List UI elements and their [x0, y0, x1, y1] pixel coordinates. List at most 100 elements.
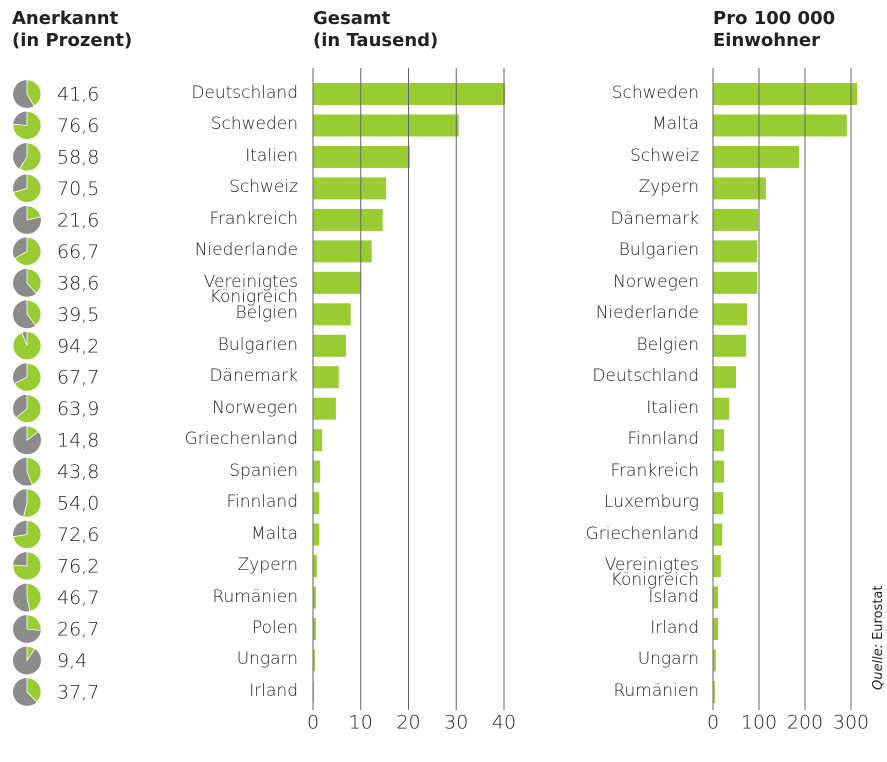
bar: [713, 397, 730, 420]
category-label: Zypern: [237, 555, 298, 576]
category-label: Zypern: [638, 177, 699, 198]
value-label: 76,2: [57, 556, 99, 578]
value-label: 14,8: [57, 430, 99, 452]
category-label: Griechenland: [585, 523, 699, 544]
pie-slice: [13, 174, 42, 203]
pie-slice: [12, 331, 42, 361]
value-label: 54,0: [57, 493, 99, 515]
category-label: Bulgarien: [217, 334, 298, 355]
value-label: 38,6: [57, 272, 99, 294]
pie-slice: [19, 142, 42, 172]
bar: [713, 429, 725, 452]
category-label: Schweden: [210, 114, 298, 135]
bar: [713, 208, 759, 231]
value-label: 26,7: [57, 618, 99, 640]
bar: [713, 303, 748, 326]
bar: [313, 303, 351, 326]
category-label: Deutschland: [191, 83, 298, 103]
category-label: Belgien: [235, 303, 298, 324]
category-label: Deutschland: [592, 366, 699, 387]
value-label: 58,8: [57, 146, 99, 168]
bar: [713, 492, 724, 515]
pie-slice: [26, 677, 42, 703]
chart-title: Einwohner: [713, 30, 820, 51]
category-label: Bulgarien: [618, 240, 699, 261]
bar: [713, 177, 766, 200]
pie-slice: [26, 425, 39, 441]
category-label: Island: [648, 586, 699, 607]
chart-title: (in Prozent): [12, 30, 133, 51]
value-label: 76,6: [57, 115, 99, 137]
chart-title: Gesamt: [313, 8, 391, 29]
category-label: Rumänien: [212, 586, 298, 607]
value-label: 72,6: [57, 524, 99, 546]
category-label: Polen: [251, 617, 298, 638]
value-label: 39,5: [57, 304, 99, 326]
value-label: 41,6: [57, 84, 99, 106]
x-tick-label: 0: [307, 712, 319, 734]
bar: [713, 334, 747, 357]
value-label: 37,7: [57, 681, 99, 703]
value-label: 63,9: [57, 398, 99, 420]
category-label: Italien: [646, 397, 699, 418]
value-label: 46,7: [57, 587, 99, 609]
bar: [713, 366, 736, 389]
bar: [313, 460, 321, 483]
bar: [313, 586, 316, 609]
bar: [713, 523, 723, 546]
category-label: Niederlande: [194, 240, 298, 261]
bar: [313, 114, 459, 137]
value-label: 9,4: [57, 650, 87, 672]
value-label: 67,7: [57, 367, 99, 389]
bar: [713, 460, 725, 483]
bar: [313, 617, 316, 640]
bar: [713, 145, 800, 168]
bar: [313, 429, 323, 452]
x-tick-label: 0: [707, 712, 719, 734]
x-tick-label: 200: [787, 712, 823, 734]
category-label: Malta: [251, 523, 298, 544]
bar: [313, 271, 361, 294]
pie-slice: [26, 614, 42, 631]
value-label: 43,8: [57, 461, 99, 483]
category-label: Ungarn: [236, 649, 298, 670]
bar: [713, 114, 847, 137]
pie-slice: [13, 362, 42, 392]
category-label: Luxemburg: [604, 492, 699, 513]
bar: [713, 680, 715, 703]
category-label: Finnland: [226, 492, 298, 513]
category-label: Irland: [249, 680, 298, 701]
chart-title: Pro 100 000: [713, 8, 836, 29]
bar: [313, 492, 320, 515]
category-label: Schweiz: [630, 145, 699, 166]
category-label: Griechenland: [184, 429, 298, 450]
category-label: Belgien: [636, 334, 699, 355]
pie-slice: [26, 646, 36, 662]
source-note: Quelle: Eurostat: [871, 586, 886, 690]
bar: [313, 366, 339, 389]
x-tick-label: 40: [492, 712, 516, 734]
category-label: Frankreich: [209, 208, 299, 229]
category-label: Norwegen: [212, 397, 298, 418]
bar: [713, 240, 758, 263]
pie-slice: [15, 394, 42, 424]
category-label: Spanien: [229, 460, 298, 481]
bar: [713, 617, 719, 640]
bar: [713, 271, 758, 294]
category-label: Italien: [245, 145, 298, 166]
x-tick-label: 100: [741, 712, 777, 734]
bar: [313, 397, 336, 420]
category-label: Niederlande: [595, 303, 699, 324]
x-tick-label: 30: [444, 712, 468, 734]
pie-slice: [12, 111, 42, 140]
source-label: Quelle:: [871, 644, 886, 690]
x-tick-label: 10: [349, 712, 373, 734]
category-label: Dänemark: [209, 366, 298, 387]
bar: [713, 649, 716, 672]
category-label: Rumänien: [613, 680, 699, 701]
bar: [313, 523, 320, 546]
pie-slice: [12, 551, 42, 581]
pie-slice: [26, 299, 42, 326]
